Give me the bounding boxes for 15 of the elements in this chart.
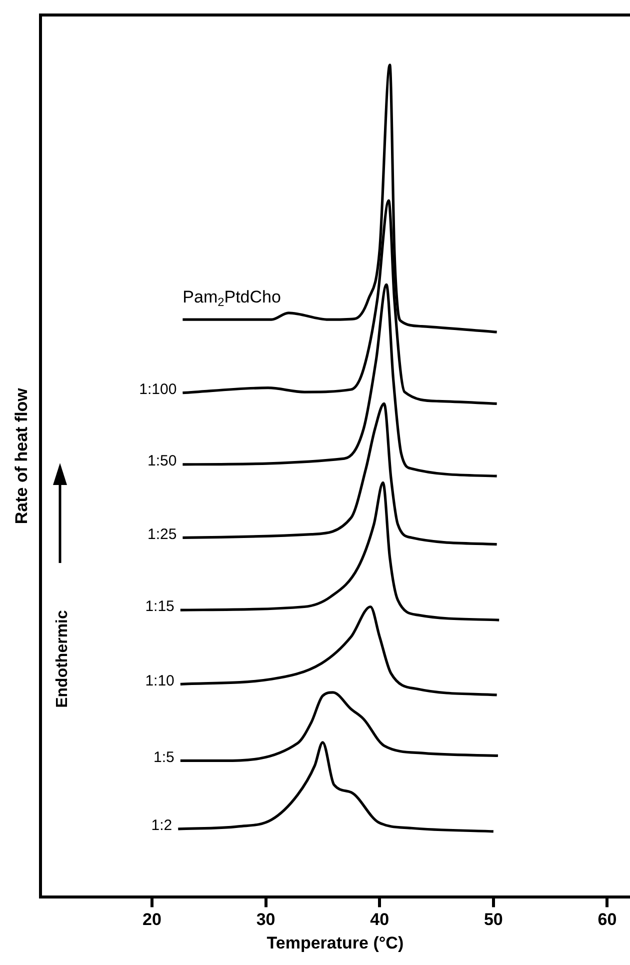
series-label: 1:15 — [145, 598, 174, 616]
annotation: Endothermic — [54, 610, 71, 708]
series-label: 1:5 — [154, 748, 174, 766]
x-tick-label: 30 — [256, 910, 276, 930]
series-label: 1:100 — [139, 380, 177, 398]
y-axis-title: Rate of heat flow — [12, 387, 31, 524]
x-axis-title: Temperature (°C) — [266, 933, 404, 952]
x-tick-label: 50 — [484, 910, 503, 930]
x-tick-label: 20 — [142, 910, 162, 930]
x-tick-label: 60 — [598, 910, 617, 930]
series-label: 1:25 — [147, 526, 177, 543]
series-label: 1:10 — [145, 672, 174, 690]
series-label: 1:50 — [147, 452, 177, 470]
series-label: 1:2 — [151, 817, 172, 834]
x-tick-label: 40 — [370, 910, 390, 930]
